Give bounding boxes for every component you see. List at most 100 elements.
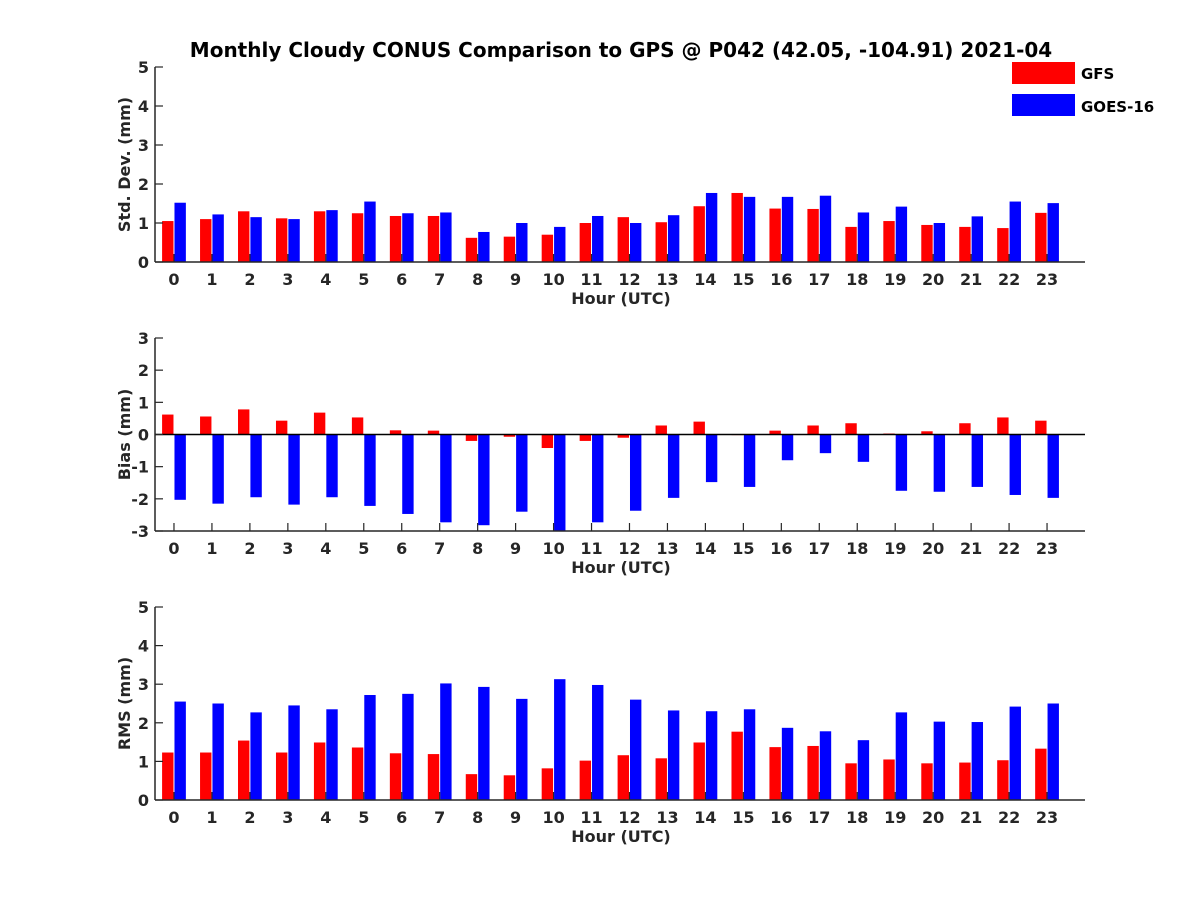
bias-bar-gfs-2 bbox=[238, 409, 250, 435]
rms-bar-goes16-17 bbox=[819, 731, 832, 800]
rms-bar-gfs-9 bbox=[503, 775, 516, 800]
rms-ytick-label: 2 bbox=[138, 714, 149, 733]
rms-bar-gfs-15 bbox=[731, 731, 743, 800]
rms-ytick-label: 1 bbox=[138, 752, 149, 771]
rms-bar-goes16-15 bbox=[743, 709, 756, 800]
bias-bar-goes16-19 bbox=[895, 434, 908, 491]
bias-bar-goes16-3 bbox=[288, 434, 300, 505]
legend-label-goes16: GOES-16 bbox=[1081, 98, 1154, 116]
bias-xtick-label: 18 bbox=[846, 539, 868, 558]
rms-ytick-label: 3 bbox=[138, 675, 149, 694]
rms-bar-gfs-22 bbox=[997, 760, 1009, 800]
std-dev-ylabel: Std. Dev. (mm) bbox=[115, 97, 134, 232]
rms-xtick-label: 6 bbox=[396, 808, 407, 827]
rms-bar-goes16-4 bbox=[326, 709, 338, 800]
bias-bar-goes16-1 bbox=[212, 434, 224, 504]
rms-bar-goes16-23 bbox=[1047, 703, 1059, 800]
std-dev-bar-goes16-14 bbox=[705, 192, 718, 262]
rms-bar-goes16-18 bbox=[857, 740, 870, 800]
rms-bar-goes16-20 bbox=[933, 721, 946, 800]
std-dev-xlabel: Hour (UTC) bbox=[571, 289, 671, 308]
bias-ytick-label: 0 bbox=[138, 426, 149, 445]
bias-bar-gfs-8 bbox=[465, 434, 478, 441]
bias-bar-gfs-0 bbox=[162, 414, 174, 435]
std-dev-bar-gfs-1 bbox=[200, 219, 212, 262]
std-dev-xtick-label: 19 bbox=[884, 270, 906, 289]
rms-bar-goes16-21 bbox=[971, 722, 984, 800]
rms-xlabel: Hour (UTC) bbox=[571, 827, 671, 846]
std-dev-bar-gfs-16 bbox=[769, 208, 781, 262]
std-dev-bar-goes16-23 bbox=[1047, 203, 1059, 262]
std-dev-ytick-label: 4 bbox=[138, 97, 149, 116]
rms-xtick-label: 8 bbox=[472, 808, 483, 827]
std-dev-xtick-label: 2 bbox=[244, 270, 255, 289]
bias-xtick-label: 2 bbox=[244, 539, 255, 558]
rms-bar-gfs-4 bbox=[313, 742, 326, 800]
rms-xtick-label: 16 bbox=[770, 808, 792, 827]
rms-bar-goes16-9 bbox=[516, 698, 528, 800]
std-dev-bar-goes16-4 bbox=[326, 210, 338, 262]
std-dev-bar-goes16-3 bbox=[288, 219, 300, 262]
std-dev-bar-goes16-18 bbox=[857, 212, 870, 262]
std-dev-bar-gfs-19 bbox=[883, 221, 895, 262]
rms-bar-goes16-22 bbox=[1009, 706, 1021, 800]
std-dev-bar-gfs-10 bbox=[541, 234, 554, 262]
bias-bar-goes16-18 bbox=[857, 434, 870, 462]
rms-ytick-label: 5 bbox=[138, 598, 149, 617]
bias-bar-gfs-14 bbox=[693, 421, 705, 435]
bias-xtick-label: 11 bbox=[580, 539, 602, 558]
bias-xlabel: Hour (UTC) bbox=[571, 558, 671, 577]
std-dev-bar-goes16-21 bbox=[971, 216, 984, 262]
legend-swatch-gfs bbox=[1012, 62, 1075, 84]
std-dev-xtick-label: 0 bbox=[168, 270, 179, 289]
rms-bar-gfs-6 bbox=[389, 753, 402, 800]
bias-bar-goes16-12 bbox=[629, 434, 642, 511]
rms-bar-goes16-8 bbox=[478, 686, 490, 800]
std-dev-ytick-label: 3 bbox=[138, 136, 149, 155]
std-dev-bar-gfs-11 bbox=[579, 223, 592, 262]
rms-xtick-label: 20 bbox=[922, 808, 944, 827]
rms-bar-goes16-16 bbox=[781, 727, 794, 800]
bias-bar-gfs-9 bbox=[503, 434, 516, 437]
bias-xtick-label: 17 bbox=[808, 539, 830, 558]
bias-bar-goes16-5 bbox=[364, 434, 376, 506]
bias-bar-gfs-5 bbox=[351, 417, 364, 435]
rms-bar-gfs-3 bbox=[275, 752, 288, 800]
rms-xtick-label: 22 bbox=[998, 808, 1020, 827]
bias-xtick-label: 5 bbox=[358, 539, 369, 558]
std-dev-bar-goes16-15 bbox=[743, 196, 756, 262]
std-dev-xtick-label: 10 bbox=[542, 270, 564, 289]
rms-xtick-label: 10 bbox=[542, 808, 564, 827]
std-dev-bar-gfs-13 bbox=[655, 222, 667, 262]
bias-xtick-label: 0 bbox=[168, 539, 179, 558]
std-dev-xtick-label: 15 bbox=[732, 270, 754, 289]
std-dev-bar-gfs-15 bbox=[731, 192, 743, 262]
rms-xtick-label: 0 bbox=[168, 808, 179, 827]
bias-bar-gfs-21 bbox=[959, 423, 971, 435]
bias-bar-gfs-22 bbox=[997, 417, 1009, 435]
std-dev-bar-gfs-22 bbox=[997, 228, 1009, 262]
bias-bar-goes16-16 bbox=[781, 434, 794, 461]
rms-bar-goes16-19 bbox=[895, 712, 908, 800]
rms-xtick-label: 5 bbox=[358, 808, 369, 827]
bias-xtick-label: 1 bbox=[206, 539, 217, 558]
bias-xtick-label: 12 bbox=[618, 539, 640, 558]
std-dev-bar-goes16-8 bbox=[478, 231, 490, 262]
rms-bar-goes16-2 bbox=[250, 712, 262, 800]
bias-xtick-label: 20 bbox=[922, 539, 944, 558]
std-dev-xtick-label: 13 bbox=[656, 270, 678, 289]
rms-xtick-label: 11 bbox=[580, 808, 602, 827]
std-dev-ytick-label: 2 bbox=[138, 175, 149, 194]
rms-xtick-label: 4 bbox=[320, 808, 331, 827]
bias-xtick-label: 19 bbox=[884, 539, 906, 558]
bias-ytick-label: -2 bbox=[131, 490, 149, 509]
bias-bar-goes16-22 bbox=[1009, 434, 1021, 495]
bias-bar-goes16-6 bbox=[402, 434, 414, 514]
bias-bar-gfs-18 bbox=[845, 423, 857, 435]
rms-bar-goes16-7 bbox=[440, 683, 452, 800]
rms-xtick-label: 18 bbox=[846, 808, 868, 827]
rms-bar-gfs-13 bbox=[655, 758, 667, 800]
rms-xtick-label: 3 bbox=[282, 808, 293, 827]
legend-swatch-goes16 bbox=[1012, 94, 1075, 116]
